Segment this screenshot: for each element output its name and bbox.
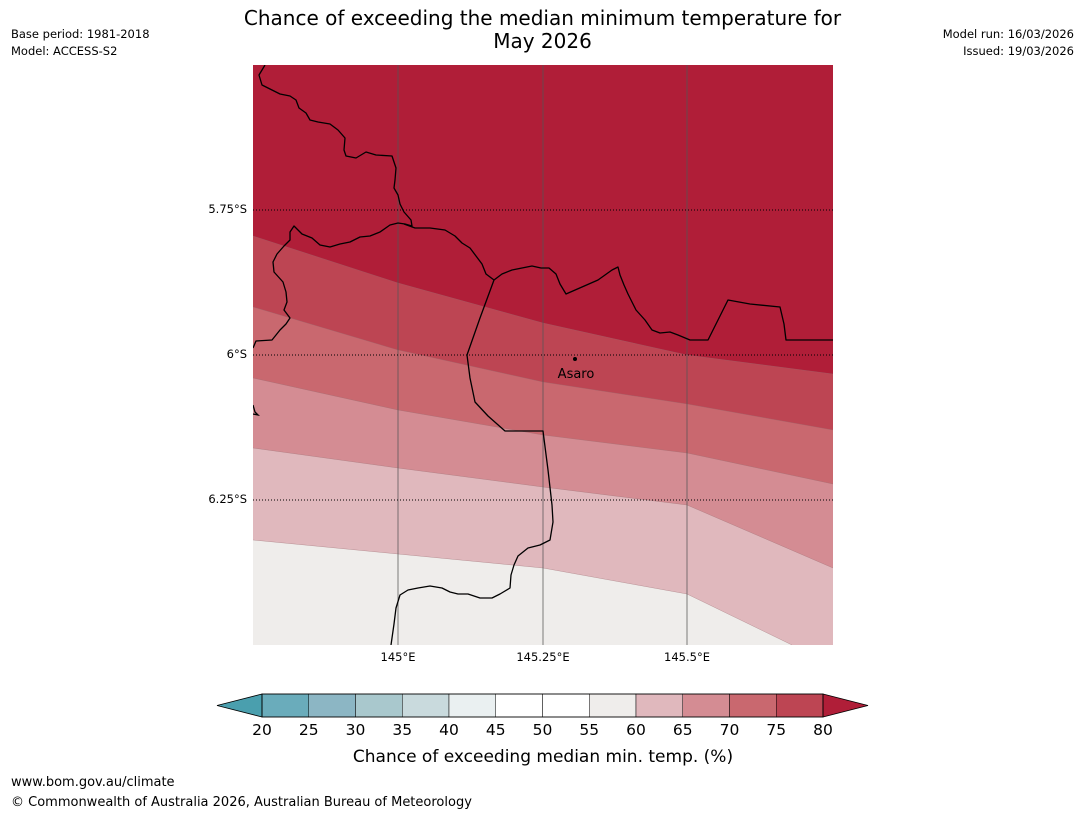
colorbar-swatch	[355, 693, 403, 718]
band-55-60-grey	[253, 540, 792, 645]
metadata-right: Model run: 16/03/2026 Issued: 19/03/2026	[943, 26, 1074, 60]
colorbar-title: Chance of exceeding median min. temp. (%…	[353, 747, 733, 767]
lat-label-6-25s: 6.25°S	[208, 492, 247, 506]
map-figure: Asaro 5.75°S 6°S 6.25°S 145°E 145.25°E 1…	[208, 65, 833, 664]
colorbar-swatch	[402, 693, 450, 718]
colorbar-tick-label: 40	[439, 721, 459, 739]
probability-contours: Asaro	[253, 65, 833, 645]
colorbar-tick-label: 50	[533, 721, 553, 739]
colorbar-swatch	[729, 693, 777, 718]
metadata-left: Base period: 1981-2018 Model: ACCESS-S2	[11, 26, 150, 60]
title-line-2: May 2026	[493, 29, 592, 53]
colorbar-swatch	[308, 693, 356, 718]
colorbar-tick-label: 55	[579, 721, 599, 739]
footer-url[interactable]: www.bom.gov.au/climate	[11, 775, 175, 790]
colorbar-over-arrow	[822, 693, 869, 718]
asaro-town-marker	[573, 357, 577, 361]
colorbar-swatches	[261, 693, 824, 718]
base-period-text: Base period: 1981-2018	[11, 27, 150, 41]
lon-label-145-25e: 145.25°E	[516, 650, 569, 664]
coast-fragment	[253, 404, 260, 417]
colorbar-swatch	[542, 693, 590, 718]
colorbar-swatch	[261, 693, 309, 718]
colorbar-tick-label: 35	[392, 721, 412, 739]
latitude-tick-labels: 5.75°S 6°S 6.25°S	[208, 202, 247, 506]
colorbar-tick-label: 70	[720, 721, 740, 739]
issued-date-text: Issued: 19/03/2026	[963, 44, 1074, 58]
colorbar-swatch	[635, 693, 683, 718]
colorbar-tick-label: 75	[766, 721, 786, 739]
colorbar-tick-label: 80	[813, 721, 833, 739]
colorbar-under-arrow	[216, 693, 263, 718]
latitude-gridlines	[253, 209, 833, 501]
lat-label-6s: 6°S	[227, 347, 247, 361]
colorbar-swatch	[589, 693, 637, 718]
footer-copyright: © Commonwealth of Australia 2026, Austra…	[11, 795, 472, 810]
lat-label-5-75s: 5.75°S	[208, 202, 247, 216]
province-border-south	[390, 279, 554, 645]
lon-label-145e: 145°E	[381, 650, 416, 664]
colorbar-tick-label: 60	[626, 721, 646, 739]
colorbar-tick-label: 65	[673, 721, 693, 739]
colorbar-tick-labels: 20 25 30 35 40 45 50 55 60 65 70 75 80	[252, 721, 833, 739]
colorbar-tick-label: 20	[252, 721, 272, 739]
colorbar-swatch	[682, 693, 730, 718]
asaro-town-label: Asaro	[558, 367, 595, 382]
model-name-text: Model: ACCESS-S2	[11, 44, 118, 58]
province-border-ridge	[403, 223, 833, 341]
longitude-tick-labels: 145°E 145.25°E 145.5°E	[381, 650, 710, 664]
colorbar-tick-label: 25	[299, 721, 319, 739]
title-line-1: Chance of exceeding the median minimum t…	[243, 6, 842, 30]
model-run-text: Model run: 16/03/2026	[942, 27, 1074, 41]
chart-title: Chance of exceeding the median minimum t…	[200, 7, 885, 53]
colorbar-swatch	[776, 693, 824, 718]
lon-label-145-5e: 145.5°E	[664, 650, 710, 664]
colorbar-outline	[261, 693, 824, 718]
colorbar-swatch	[448, 693, 496, 718]
colorbar-tick-label: 45	[486, 721, 506, 739]
colorbar-tick-label: 30	[346, 721, 366, 739]
colorbar-swatch	[495, 693, 543, 718]
